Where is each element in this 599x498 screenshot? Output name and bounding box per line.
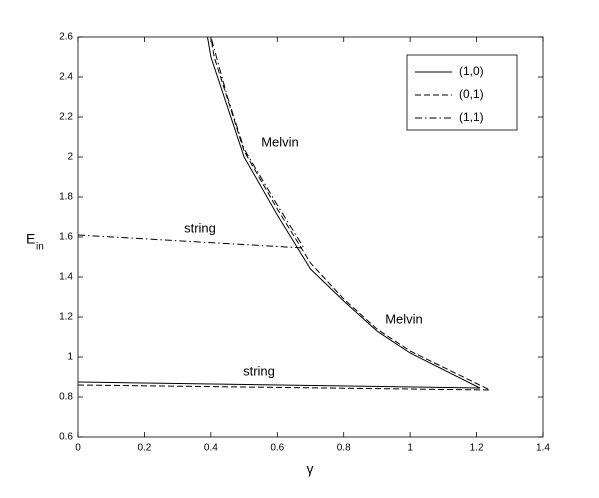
x-tick-label: 1.2 — [470, 443, 484, 454]
y-tick-label: 2.6 — [59, 32, 73, 43]
x-tick-label: 1 — [407, 443, 413, 454]
x-tick-label: 1.4 — [536, 443, 550, 454]
series-line — [77, 36, 481, 389]
y-tick-label: 0.6 — [59, 432, 73, 443]
legend-box — [406, 54, 518, 131]
series-line — [77, 36, 305, 249]
annotation: Melvin — [385, 311, 423, 326]
y-tick-label: 2.4 — [59, 72, 73, 83]
legend-label: (1,1) — [459, 110, 484, 124]
y-tick-label: 2.2 — [59, 112, 73, 123]
legend-label: (1,0) — [459, 64, 484, 78]
x-tick-label: 0.8 — [337, 443, 351, 454]
y-tick-label: 2 — [67, 152, 73, 163]
y-tick-label: 1.4 — [59, 272, 73, 283]
y-axis-label-sub: in — [36, 242, 44, 253]
legend-label: (0,1) — [459, 87, 484, 101]
x-tick-label: 0.2 — [137, 443, 151, 454]
annotation: Melvin — [261, 134, 299, 149]
y-tick-label: 1.2 — [59, 312, 73, 323]
x-tick-label: 0 — [75, 443, 81, 454]
y-tick-label: 1 — [67, 352, 73, 363]
annotation: string — [184, 220, 216, 235]
series-line — [77, 36, 491, 391]
y-tick-label: 0.8 — [59, 392, 73, 403]
annotation: string — [243, 363, 275, 378]
x-axis-label: γ — [307, 461, 314, 477]
x-tick-label: 0.6 — [270, 443, 284, 454]
y-axis-label: E — [26, 231, 35, 247]
y-tick-label: 1.6 — [59, 232, 73, 243]
x-tick-label: 0.4 — [204, 443, 218, 454]
y-tick-label: 1.8 — [59, 192, 73, 203]
